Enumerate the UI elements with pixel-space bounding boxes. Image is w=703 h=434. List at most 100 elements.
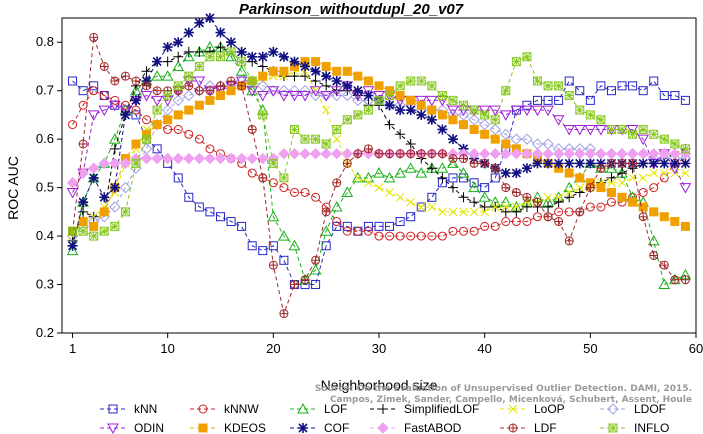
legend-item-odin: ODIN	[100, 421, 164, 434]
data-point-ldf	[575, 207, 585, 217]
data-point-odin	[521, 105, 533, 117]
data-point-odin	[425, 95, 438, 107]
data-point-cof	[669, 158, 680, 169]
data-point-kdeos	[406, 95, 416, 105]
legend-label: FastABOD	[404, 421, 462, 434]
data-point-ldf	[680, 275, 690, 285]
data-point-cof	[173, 37, 184, 48]
data-point-odin	[489, 105, 502, 117]
legend-item-kdeos: KDEOS	[190, 421, 266, 434]
data-point-inflo	[416, 76, 426, 86]
x-tick-label: 40	[477, 341, 491, 356]
data-point-inflo	[353, 110, 363, 120]
data-point-ldf	[321, 207, 331, 217]
legend-marker-inflo	[608, 423, 618, 433]
data-point-inflo	[596, 115, 606, 125]
data-point-ldf	[342, 158, 352, 168]
data-point-inflo	[459, 100, 469, 110]
data-point-fastabod	[299, 147, 311, 160]
data-point-loop	[395, 192, 405, 202]
legend-label: LoOP	[534, 402, 565, 416]
data-point-odin	[98, 105, 111, 117]
data-point-loop	[353, 173, 363, 183]
legend-label: kNN	[134, 402, 157, 416]
data-point-kdeos	[332, 66, 342, 76]
data-point-cof	[648, 158, 659, 169]
data-point-ldof	[478, 118, 491, 131]
data-point-inflo	[511, 57, 521, 67]
data-point-lof	[278, 230, 290, 241]
data-point-knnw	[638, 187, 648, 197]
data-point-lof	[172, 60, 185, 71]
data-point-cof	[130, 95, 141, 106]
data-point-odin	[246, 86, 259, 97]
data-point-lof	[267, 210, 280, 222]
legend-label: INFLO	[634, 421, 669, 434]
data-point-inflo	[395, 81, 405, 91]
data-point-knnw	[353, 226, 363, 236]
data-point-loop	[459, 207, 468, 217]
data-point-lof	[658, 278, 671, 290]
data-point-fastabod	[140, 152, 153, 165]
data-point-lof	[151, 70, 163, 81]
data-point-simplifiedlof	[395, 129, 406, 140]
data-point-kdeos	[427, 105, 437, 115]
series-lof	[66, 41, 692, 290]
data-point-loop	[427, 202, 437, 212]
legend-marker-ldf	[508, 423, 518, 433]
data-point-inflo	[628, 129, 638, 139]
data-point-simplifiedlof	[543, 202, 554, 212]
data-point-ldf	[606, 158, 616, 168]
data-point-simplifiedlof	[257, 61, 268, 72]
data-point-knn	[575, 86, 585, 96]
data-point-kdeos	[670, 217, 680, 227]
series-simplifiedlof	[67, 42, 691, 246]
data-point-ldof	[341, 89, 354, 102]
data-point-knn	[522, 100, 532, 110]
data-point-ldf	[385, 149, 395, 159]
data-point-lof	[130, 84, 142, 96]
data-point-knn	[279, 255, 289, 265]
data-point-fastabod	[616, 147, 628, 160]
data-point-knn	[670, 91, 680, 101]
data-point-knn	[427, 192, 437, 202]
y-tick-label: 0.2	[36, 325, 54, 340]
data-point-inflo	[247, 76, 257, 86]
data-point-ldof	[161, 104, 174, 116]
data-point-loop	[321, 105, 331, 115]
data-point-knnw	[279, 183, 289, 193]
data-point-kdeos	[163, 115, 173, 125]
data-point-kdeos	[342, 66, 352, 76]
data-point-knn	[247, 241, 257, 251]
data-point-kdeos	[448, 115, 458, 125]
data-point-knnw	[406, 231, 416, 241]
data-point-fastabod	[288, 147, 301, 160]
data-point-ldf	[89, 32, 99, 42]
data-point-knnw	[564, 207, 574, 217]
data-point-kdeos	[564, 168, 574, 178]
data-point-inflo	[120, 207, 130, 217]
data-point-simplifiedlof	[564, 192, 575, 203]
data-point-inflo	[670, 139, 680, 149]
data-point-inflo	[279, 173, 289, 183]
data-point-kdeos	[279, 66, 289, 76]
data-point-cof	[88, 172, 99, 183]
data-point-fastabod	[563, 147, 575, 160]
data-point-kdeos	[649, 207, 659, 217]
data-point-cof	[384, 100, 395, 111]
data-point-ldof	[510, 133, 523, 145]
legend-label: LDOF	[634, 402, 666, 416]
data-point-kdeos	[216, 91, 225, 101]
data-point-kdeos	[459, 120, 469, 130]
data-point-fastabod	[278, 147, 290, 160]
data-point-odin	[584, 124, 597, 136]
data-point-knnw	[268, 178, 278, 188]
data-point-ldf	[363, 144, 373, 154]
data-point-ldf	[300, 275, 310, 285]
data-point-odin	[278, 91, 290, 102]
data-point-cof	[574, 158, 585, 169]
data-point-knnw	[649, 183, 659, 193]
data-point-inflo	[216, 52, 225, 62]
data-point-lof	[647, 234, 660, 246]
